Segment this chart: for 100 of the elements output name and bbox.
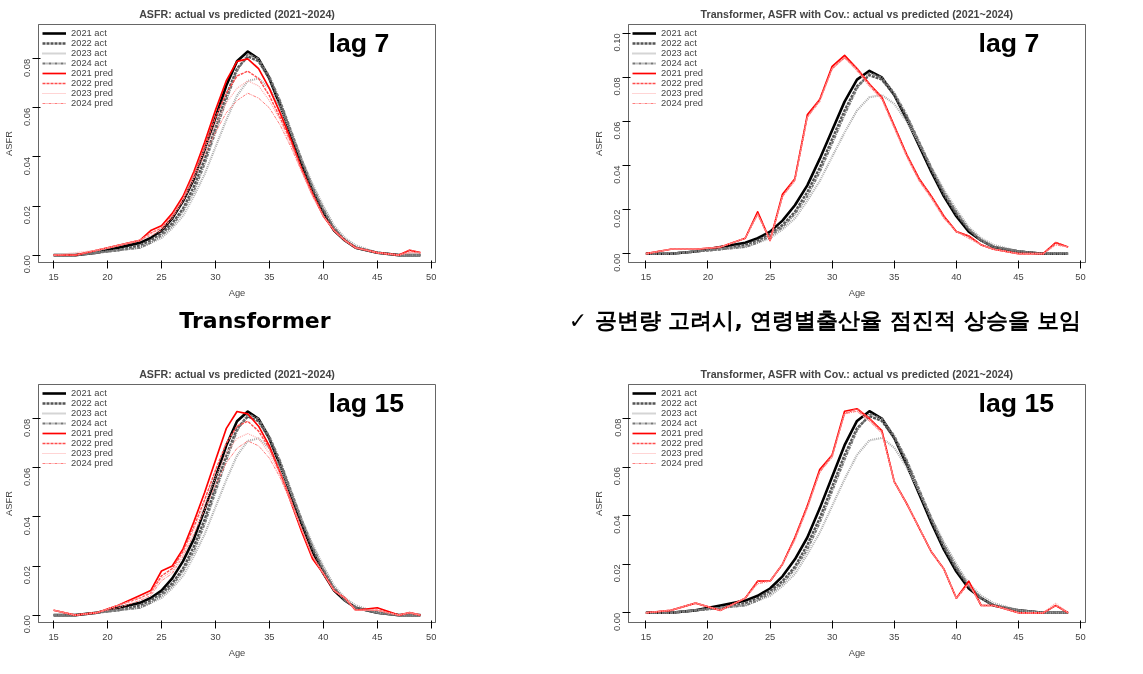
- x-tick-label: 40: [318, 631, 329, 642]
- x-tick-label: 25: [764, 631, 776, 642]
- legend-label: 2022 act: [71, 38, 107, 48]
- y-axis-title: ASFR: [3, 130, 14, 156]
- x-axis-title: Age: [848, 287, 866, 298]
- x-tick-label: 35: [264, 271, 275, 282]
- y-tick-label: 0.06: [612, 467, 623, 486]
- legend-label: 2021 act: [661, 28, 697, 38]
- legend-label: 2023 act: [71, 48, 107, 58]
- x-tick-label: 30: [210, 271, 221, 282]
- x-tick-label: 25: [156, 271, 167, 282]
- legend-label: 2022 pred: [661, 78, 704, 88]
- chart-title: Transformer, ASFR with Cov.: actual vs predicted (2021~2024): [700, 7, 1014, 20]
- y-tick-label: 0.06: [22, 467, 33, 487]
- text: Transformer: [179, 307, 331, 335]
- x-tick-label: 45: [1013, 631, 1024, 642]
- legend-label: 2023 pred: [71, 448, 114, 458]
- legend-label: 2021 pred: [661, 428, 704, 438]
- x-tick-label: 20: [102, 631, 113, 642]
- legend-label: 2024 act: [661, 58, 697, 68]
- legend-label: 2024 act: [71, 418, 107, 428]
- y-axis-title: ASFR: [593, 490, 604, 516]
- y-tick-label: 0.04: [22, 156, 33, 176]
- legend-label: 2024 pred: [661, 458, 704, 468]
- legend-label: 2023 act: [71, 408, 107, 418]
- y-tick-label: 0.00: [22, 615, 33, 634]
- x-tick-label: 40: [951, 271, 962, 282]
- legend-label: 2024 pred: [71, 98, 114, 108]
- x-tick-label: 15: [48, 271, 59, 282]
- x-tick-label: 25: [764, 271, 776, 282]
- legend-label: 2022 act: [71, 398, 107, 408]
- x-tick-label: 45: [372, 631, 383, 642]
- x-tick-label: 45: [372, 271, 383, 282]
- legend-label: 2024 act: [71, 58, 107, 68]
- legend-label: 2024 act: [661, 418, 697, 428]
- x-tick-label: 50: [1075, 271, 1086, 282]
- x-tick-label: 40: [951, 631, 962, 642]
- legend-label: 2022 act: [661, 38, 697, 48]
- y-tick-label: 0.02: [22, 206, 33, 225]
- y-tick-label: 0.08: [22, 418, 33, 438]
- x-tick-label: 25: [156, 631, 167, 642]
- y-tick-label: 0.00: [612, 253, 623, 272]
- x-tick-label: 30: [826, 271, 838, 282]
- legend-label: 2023 pred: [71, 88, 114, 98]
- x-tick-label: 50: [1075, 631, 1086, 642]
- x-tick-label: 20: [702, 631, 714, 642]
- legend-label: 2023 act: [661, 408, 697, 418]
- legend-label: 2023 act: [661, 48, 697, 58]
- x-tick-label: 15: [640, 271, 652, 282]
- x-tick-label: 45: [1013, 271, 1024, 282]
- legend-label: 2021 act: [71, 28, 107, 38]
- x-tick-label: 50: [426, 271, 437, 282]
- legend-label: 2021 pred: [71, 68, 114, 78]
- legend-label: 2021 pred: [71, 428, 114, 438]
- x-axis-title: Age: [228, 287, 246, 298]
- legend-label: 2021 act: [661, 388, 697, 398]
- x-tick-label: 40: [318, 271, 329, 282]
- y-tick-label: 0.10: [612, 33, 623, 52]
- y-tick-label: 0.08: [612, 77, 623, 96]
- legend-label: 2023 pred: [661, 448, 704, 458]
- legend-label: 2021 act: [71, 388, 107, 398]
- y-tick-label: 0.04: [612, 515, 623, 534]
- x-tick-label: 20: [702, 271, 714, 282]
- y-tick-label: 0.04: [612, 165, 623, 184]
- legend-label: 2022 pred: [71, 78, 114, 88]
- y-tick-label: 0.02: [612, 209, 623, 228]
- y-tick-label: 0.00: [612, 612, 623, 631]
- legend-label: 2022 pred: [661, 438, 704, 448]
- annotation: lag 15: [328, 387, 405, 418]
- annotation: lag 15: [978, 387, 1055, 418]
- x-tick-label: 50: [426, 631, 437, 642]
- x-tick-label: 30: [826, 631, 838, 642]
- legend-label: 2021 pred: [661, 68, 704, 78]
- y-tick-label: 0.02: [612, 564, 623, 583]
- x-tick-label: 35: [889, 631, 900, 642]
- x-tick-label: 20: [102, 271, 113, 282]
- legend-label: 2022 act: [661, 398, 697, 408]
- x-axis-title: Age: [848, 647, 866, 658]
- x-tick-label: 15: [640, 631, 652, 642]
- legend-label: 2024 pred: [661, 98, 704, 108]
- y-axis-title: ASFR: [593, 130, 604, 156]
- chart-title: Transformer, ASFR with Cov.: actual vs predicted (2021~2024): [700, 367, 1014, 380]
- y-tick-label: 0.00: [22, 255, 33, 274]
- x-axis-title: Age: [228, 647, 246, 658]
- chart-title: ASFR: actual vs predicted (2021~2024): [139, 7, 336, 20]
- y-tick-label: 0.06: [612, 121, 623, 140]
- x-tick-label: 15: [48, 631, 59, 642]
- y-tick-label: 0.02: [22, 566, 33, 585]
- y-tick-label: 0.06: [22, 107, 33, 127]
- x-tick-label: 35: [264, 631, 275, 642]
- x-tick-label: 35: [889, 271, 900, 282]
- y-tick-label: 0.04: [22, 516, 33, 536]
- legend-label: 2022 pred: [71, 438, 114, 448]
- y-tick-label: 0.08: [22, 58, 33, 78]
- annotation: lag 7: [328, 27, 390, 58]
- y-axis-title: ASFR: [3, 490, 14, 516]
- chart-title: ASFR: actual vs predicted (2021~2024): [139, 367, 336, 380]
- legend-label: 2024 pred: [71, 458, 114, 468]
- annotation: lag 7: [978, 27, 1040, 58]
- text: ✓ 공변량 고려시, 연령별출산율 점진적 상승을 보임: [568, 307, 1082, 335]
